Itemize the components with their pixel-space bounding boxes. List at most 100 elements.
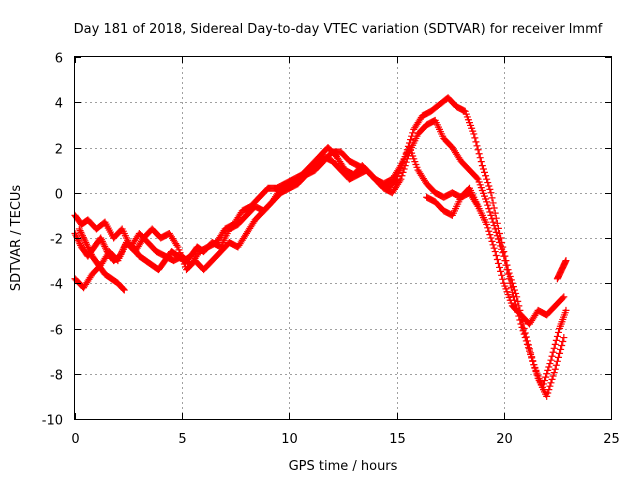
data-point [559,294,567,302]
series-track-5 [423,184,482,219]
data-point [551,365,559,373]
x-tick-label: 0 [71,432,79,447]
data-point [485,227,493,235]
data-point [547,356,555,364]
data-point [76,227,84,235]
data-point [499,275,507,283]
data-point [499,249,507,257]
data-point [543,392,551,400]
data-point [471,134,479,142]
data-point [492,228,500,236]
data-point [483,198,491,206]
data-point [553,332,561,340]
data-point [518,323,526,331]
data-point [472,138,480,146]
data-point [474,146,482,154]
data-point [533,371,541,379]
data-point [552,361,560,369]
data-point [397,175,405,183]
data-point [528,354,536,362]
data-point [556,349,564,357]
data-point [491,225,499,233]
x-tick-label: 25 [603,432,620,447]
data-point [498,271,506,279]
data-point [484,179,492,187]
data-point [396,177,404,185]
data-point [476,154,484,162]
data-point [493,255,501,263]
x-tick-label: 5 [178,432,186,447]
data-point [487,234,495,242]
data-point [485,205,493,213]
data-point [474,202,482,210]
data-point [527,351,535,359]
data-point [530,361,538,369]
data-point [517,320,525,328]
data-point [477,158,485,166]
data-point [470,130,478,138]
data-point [78,230,86,238]
data-point [86,247,94,255]
data-point [119,245,127,253]
data-point [398,172,406,180]
data-point [529,357,537,365]
data-point [407,136,415,144]
y-tick-label: -6 [50,324,63,339]
data-point [546,360,554,368]
data-point [551,340,559,348]
data-point [85,245,93,253]
data-point [562,306,570,314]
data-point [545,386,553,394]
data-point [502,261,510,269]
data-point [100,241,108,249]
data-point [507,284,515,292]
data-point [553,357,561,365]
data-point [490,244,498,252]
y-tick-label: 6 [55,52,63,67]
data-point [506,279,514,287]
chart-title: Day 181 of 2018, Sidereal Day-to-day VTE… [74,22,603,37]
data-point [79,233,87,241]
data-point [520,330,528,338]
data-point [488,215,496,223]
data-point [491,209,499,217]
data-point [483,175,491,183]
data-point [98,237,106,245]
data-point [473,142,481,150]
data-point [490,222,498,230]
data-point [72,231,80,239]
data-point [102,244,110,252]
ticks: 0 5 10 15 20 25 -10 -8 -6 -4 -2 0 2 4 6 [42,52,620,448]
data-point [120,286,128,294]
data-point [497,267,505,275]
data-point [83,240,91,248]
data-point [519,327,527,335]
data-point [482,172,490,180]
data-point [484,201,492,209]
data-point [554,353,562,361]
data-point [554,328,562,336]
data-point [478,162,486,170]
y-tick-label: 4 [55,97,63,112]
data-point [479,165,487,173]
data-point [548,375,556,383]
data-point [497,242,505,250]
data-point [399,168,407,176]
x-tick-label: 20 [496,432,513,447]
data-point [500,252,508,260]
data-point [562,257,570,265]
data-point [498,245,506,253]
data-point [473,174,481,182]
y-tick-label: -10 [42,414,63,429]
data-point [84,244,92,252]
data-point [544,389,552,397]
y-tick-label: -8 [50,369,63,384]
data-point [118,247,126,255]
data-point [547,379,555,387]
data-point [522,337,530,345]
data-point [87,249,95,257]
data-point [80,235,88,243]
y-tick-label: -2 [50,233,63,248]
data-point [505,275,513,283]
data-point [82,239,90,247]
